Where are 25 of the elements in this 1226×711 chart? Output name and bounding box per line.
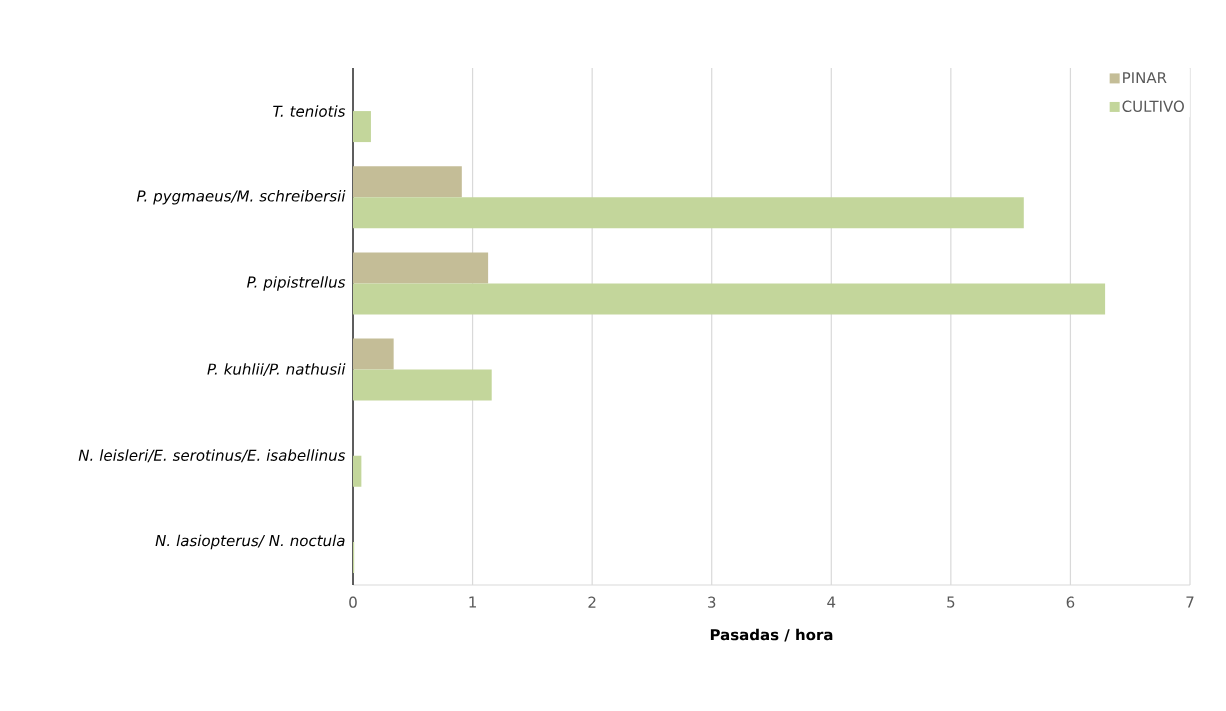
x-tick-label: 2 — [588, 596, 596, 608]
bar — [353, 338, 394, 370]
x-tick-label: 0 — [349, 596, 357, 608]
bar — [353, 166, 462, 198]
bar — [353, 455, 362, 487]
y-tick-label: P. pipistrellus — [247, 276, 346, 291]
legend-label: CULTIVO — [1122, 100, 1184, 112]
x-tick-label: 3 — [708, 596, 716, 608]
bar — [353, 369, 492, 401]
y-tick-label: N. lasiopterus/ N. noctula — [155, 534, 345, 550]
bar — [353, 197, 1024, 229]
y-tick-label: P. pygmaeus/M. schreibersii — [136, 189, 346, 205]
bar — [353, 283, 1106, 315]
y-tick-label: N. leisleri/E. serotinus/E. isabellinus — [78, 449, 346, 463]
bar — [353, 252, 489, 284]
x-tick-label: 5 — [947, 596, 955, 608]
legend-label: PINAR — [1123, 72, 1167, 84]
x-tick-label: 7 — [1186, 596, 1194, 608]
bar — [353, 111, 371, 143]
y-tick-label: T. teniotis — [273, 105, 346, 117]
x-axis-title: Pasadas / hora — [710, 628, 833, 642]
x-tick-label: 4 — [827, 596, 836, 608]
y-tick-label: P. kuhlii/P. nathusii — [207, 363, 346, 376]
x-tick-label: 1 — [469, 596, 476, 608]
x-tick-label: 6 — [1066, 596, 1075, 608]
